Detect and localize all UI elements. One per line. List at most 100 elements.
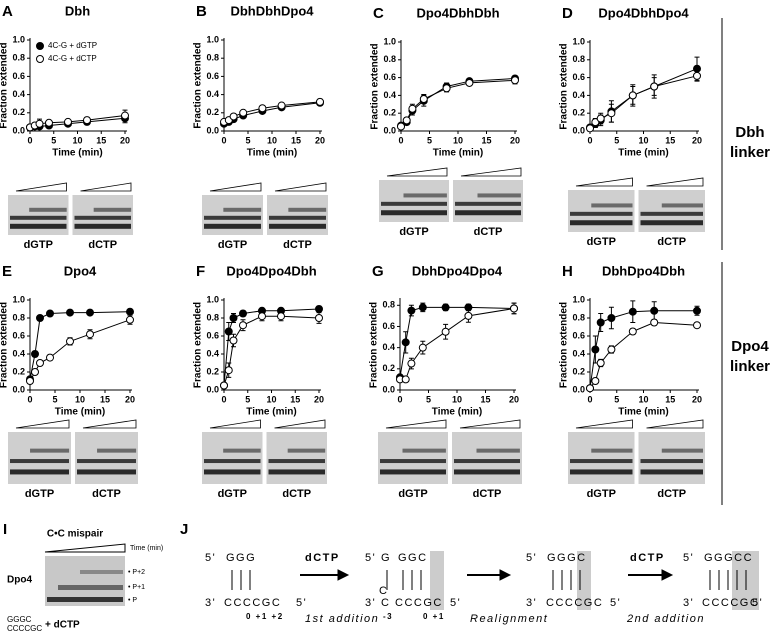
gel <box>379 180 449 222</box>
diagram-text: GGC <box>398 552 428 564</box>
panel-title: C•C mispair <box>47 529 103 540</box>
y-tick-label: 0.6 <box>572 72 585 82</box>
marker <box>628 327 637 336</box>
marker <box>408 104 417 113</box>
gel-label: dCTP <box>88 239 117 251</box>
marker <box>607 345 616 354</box>
y-tick-label: 1.0 <box>206 294 219 304</box>
gel-band <box>268 469 325 475</box>
diagram-text: CCCCGC <box>546 597 603 609</box>
side-label: Dbh <box>735 124 764 141</box>
diagram-text: 1st addition <box>305 613 379 625</box>
gel <box>378 432 448 484</box>
gel-label: dCTP <box>657 236 686 248</box>
gel-label: dCTP <box>92 488 121 500</box>
gel <box>453 180 523 222</box>
marker <box>397 122 405 131</box>
x-tick-label: 0 <box>587 394 592 404</box>
gel-band <box>204 215 261 220</box>
gel-band <box>570 459 633 464</box>
series-line <box>223 315 320 386</box>
gel-band <box>640 211 703 216</box>
series-line <box>223 102 321 125</box>
marker <box>591 118 600 127</box>
gel-band <box>381 201 447 206</box>
marker <box>650 82 659 91</box>
y-tick-label: 1.0 <box>572 36 585 46</box>
marker <box>442 84 451 93</box>
gel-band <box>640 469 703 475</box>
y-axis-label: Fraction extended <box>193 42 204 128</box>
marker <box>277 101 286 110</box>
y-tick-label: 0.2 <box>206 107 219 117</box>
wedge <box>385 419 447 429</box>
gel-band <box>570 469 633 475</box>
marker <box>224 366 233 375</box>
diagram-text: 5' <box>610 597 621 609</box>
panel-letter: A <box>2 3 13 20</box>
gel-band <box>570 220 633 226</box>
marker <box>86 308 94 317</box>
gel-band <box>287 448 326 453</box>
x-tick-label: 0 <box>221 135 226 145</box>
marker <box>650 318 659 327</box>
y-axis-label: Fraction extended <box>370 43 381 129</box>
y-tick-label: 0.0 <box>572 125 585 135</box>
x-tick-label: 5 <box>52 394 57 404</box>
marker <box>224 327 233 336</box>
x-tick-label: 5 <box>614 135 619 145</box>
series-line <box>399 306 515 378</box>
y-tick-label: 0.6 <box>206 71 219 81</box>
legend-label: 4C-G + dGTP <box>48 41 97 50</box>
x-tick-label: 0 <box>398 135 403 145</box>
gel-band <box>77 459 136 464</box>
gel <box>266 432 327 484</box>
x-tick-label: 5 <box>51 135 56 145</box>
diagram-text: C <box>379 585 388 597</box>
x-axis-label: Time (min) <box>55 407 105 418</box>
x-tick-label: 10 <box>638 135 648 145</box>
y-tick-label: 0.8 <box>383 54 396 64</box>
marker <box>258 104 267 113</box>
marker <box>591 377 600 385</box>
gel-band <box>661 203 704 208</box>
x-tick-label: 20 <box>509 394 519 404</box>
diagram-text: G <box>381 552 391 564</box>
marker <box>258 312 266 321</box>
gel-label: dGTP <box>398 488 427 500</box>
wedge <box>459 419 521 429</box>
marker <box>66 337 74 346</box>
diagram-text: GGGC <box>547 552 587 564</box>
marker <box>607 109 616 118</box>
x-tick-label: 0 <box>27 135 32 145</box>
marker <box>36 314 44 322</box>
gel-band <box>403 193 447 198</box>
y-tick-label: 0.8 <box>12 312 25 322</box>
gel-band <box>204 469 261 475</box>
y-tick-label: 0.8 <box>572 54 585 64</box>
gel-band <box>29 207 67 212</box>
gel-band <box>269 223 326 229</box>
marker <box>126 307 134 316</box>
marker <box>46 309 54 318</box>
wedge <box>460 167 522 177</box>
y-tick-label: 0.2 <box>206 366 219 376</box>
marker <box>277 312 285 321</box>
chart-title: Dbh <box>65 3 90 18</box>
wedge <box>15 182 67 192</box>
chart-title: DbhDpo4Dpo4 <box>412 263 503 278</box>
y-tick-label: 0.4 <box>383 90 396 100</box>
marker <box>510 304 518 313</box>
panel-letter: E <box>2 263 12 280</box>
series-line <box>589 68 698 128</box>
y-tick-label: 0.6 <box>383 72 396 82</box>
diagram-text: 0 +1 +2 <box>246 612 284 621</box>
marker <box>26 377 34 385</box>
marker <box>66 308 74 317</box>
y-tick-label: 0.4 <box>572 90 585 100</box>
wedge <box>44 543 126 553</box>
series-line <box>589 310 697 389</box>
diagram-graphics <box>231 551 759 610</box>
x-tick-label: 20 <box>314 394 324 404</box>
